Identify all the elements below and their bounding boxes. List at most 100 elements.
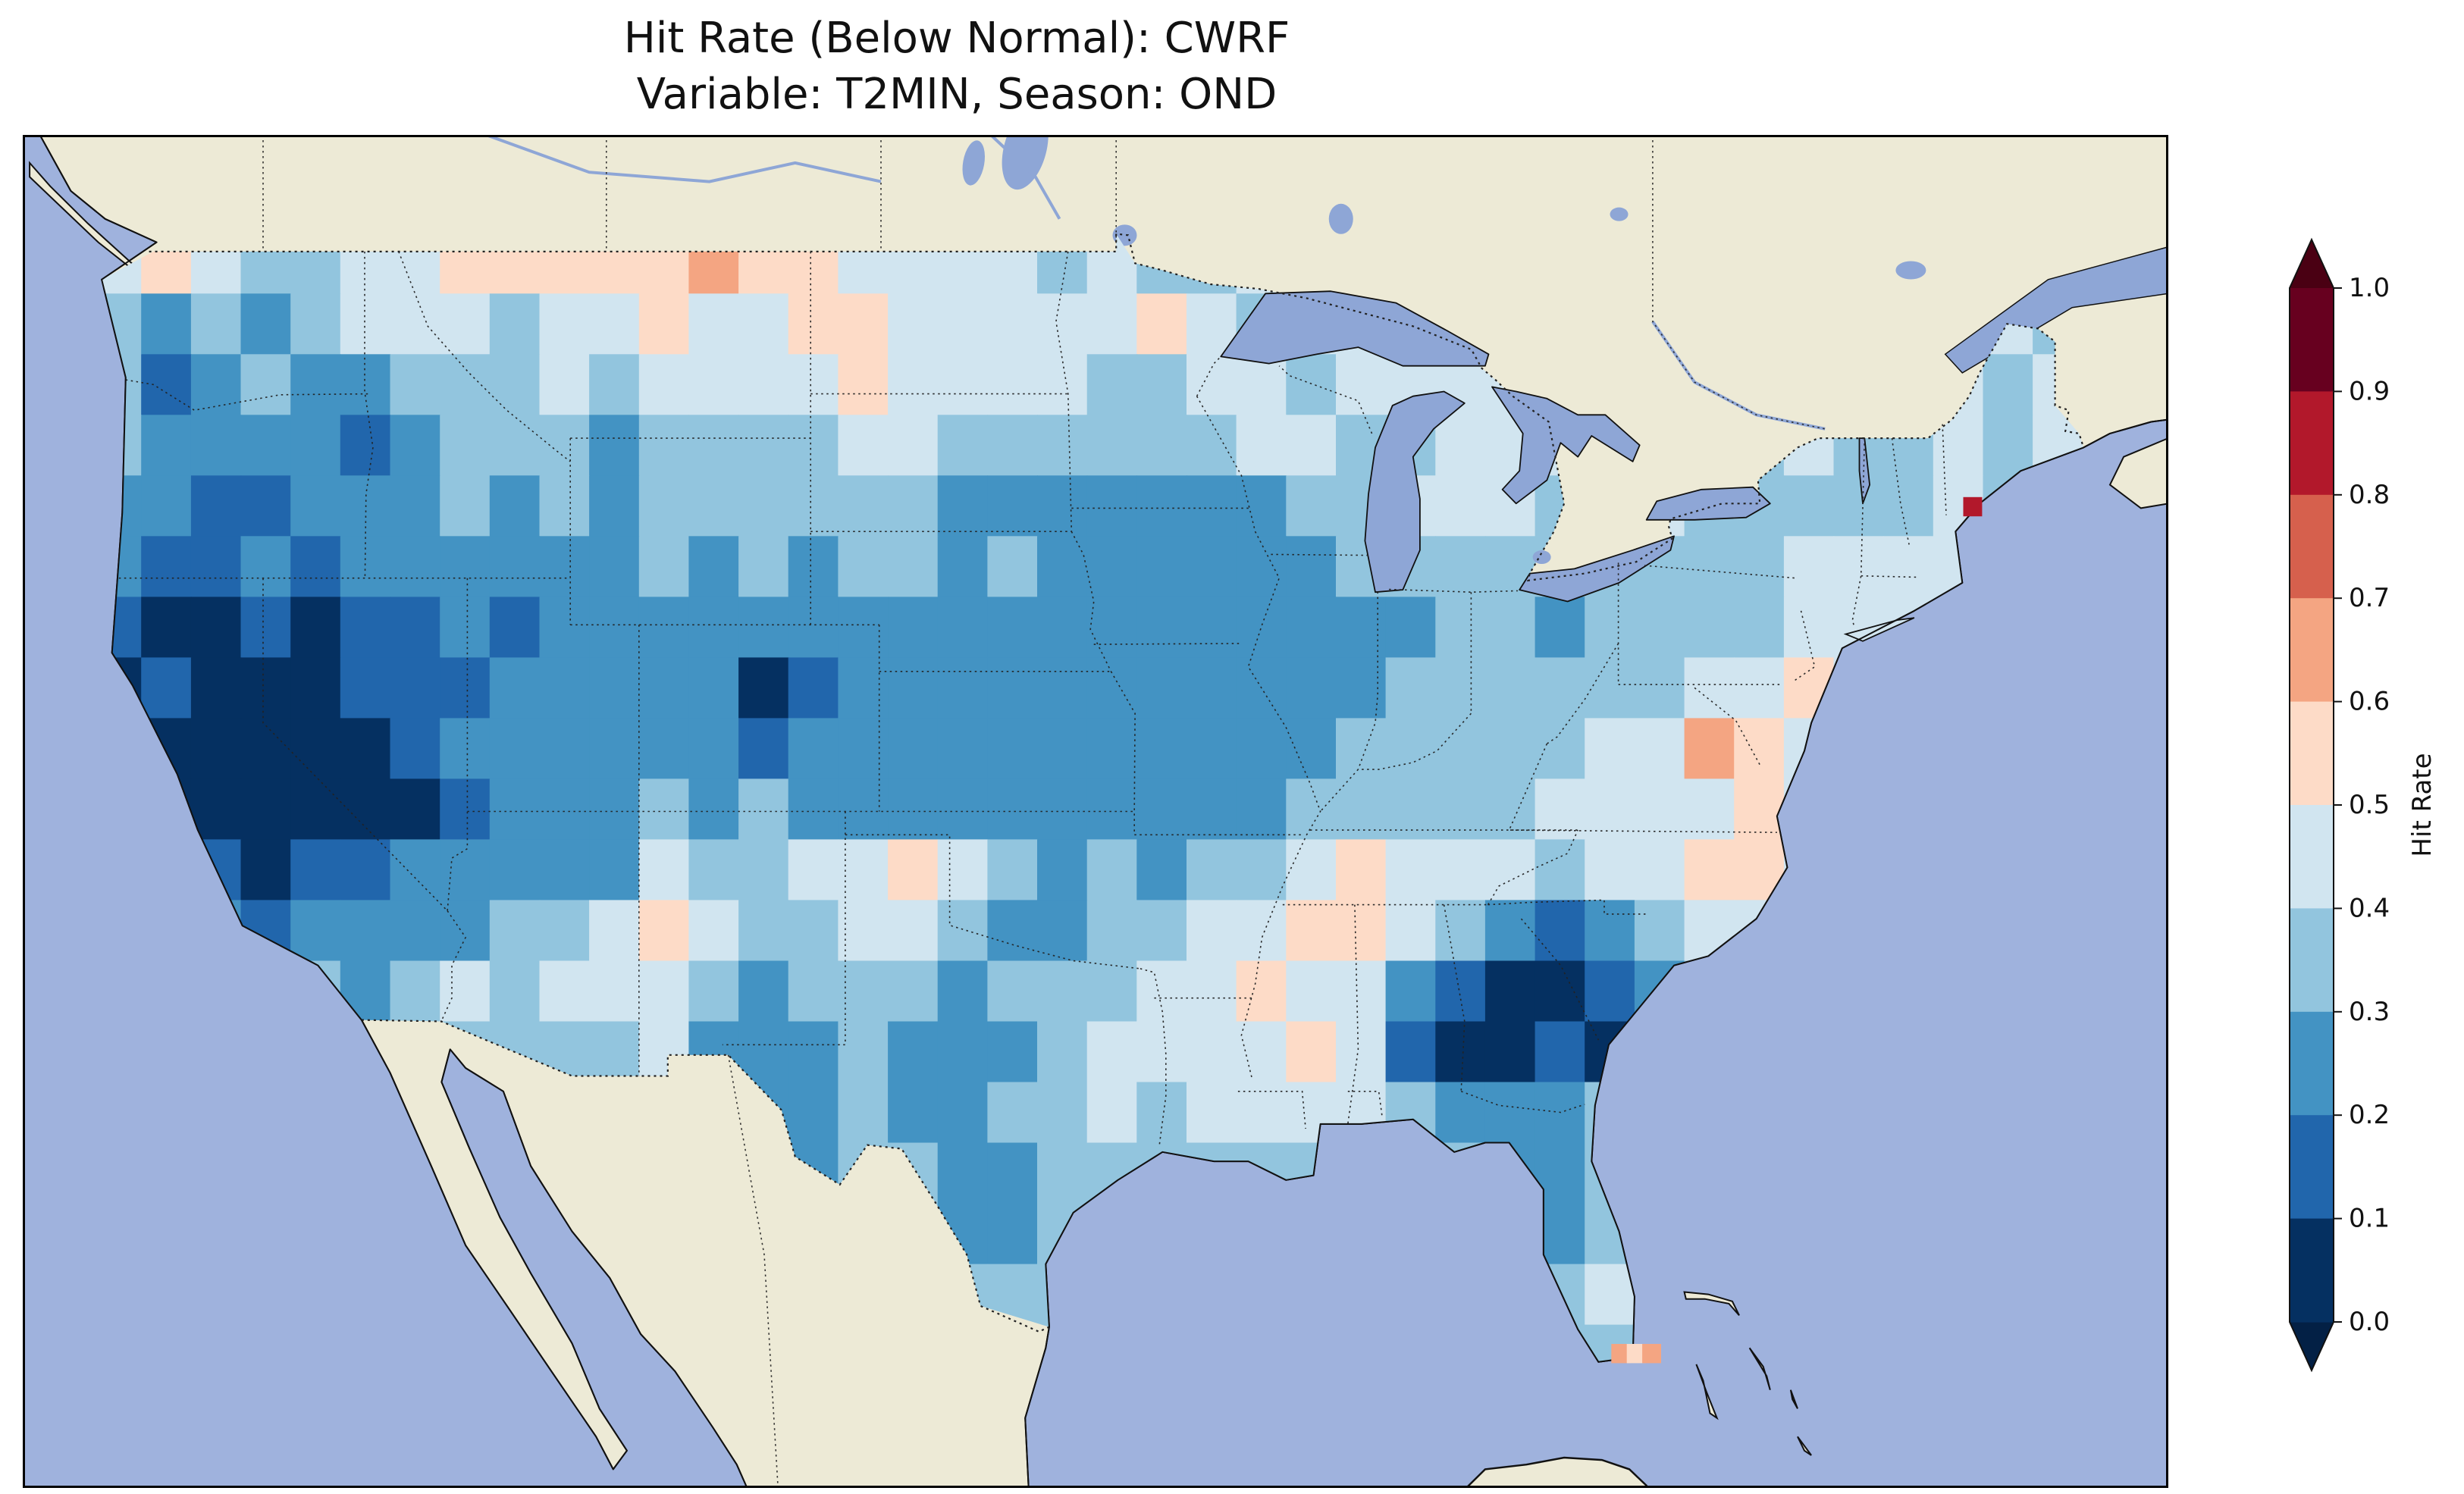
heatmap-cell <box>1037 536 1088 597</box>
heatmap-cell <box>240 475 291 537</box>
bahamas-island <box>1695 1364 1719 1420</box>
heatmap-cell <box>440 960 491 1023</box>
heatmap-cell <box>141 475 192 537</box>
heatmap-cell <box>888 657 939 719</box>
colorbar-segment <box>2290 908 2334 1013</box>
heatmap-cell <box>1187 778 1237 841</box>
heatmap-cell <box>440 900 491 962</box>
heatmap-cell <box>340 718 391 780</box>
heatmap-cell <box>838 475 889 537</box>
heatmap-cell <box>987 1203 1038 1265</box>
heatmap-cell <box>937 1082 989 1144</box>
heatmap-cell <box>1187 1021 1237 1083</box>
heatmap-cell <box>937 960 989 1023</box>
great-lake <box>1645 486 1771 521</box>
heatmap-cell <box>539 415 590 476</box>
heatmap-cell <box>738 657 789 719</box>
heatmap-cell <box>1187 536 1237 597</box>
heatmap-cell <box>1187 960 1237 1023</box>
heatmap-cell <box>1385 718 1436 780</box>
heatmap-cell <box>738 415 789 476</box>
heatmap-cell <box>1086 354 1138 415</box>
heatmap-cell <box>141 415 192 476</box>
heatmap-cell <box>1086 415 1138 476</box>
heatmap-cell <box>688 293 739 355</box>
bahamas-island <box>1748 1347 1771 1390</box>
heatmap-cell <box>190 597 242 659</box>
heatmap-cell <box>937 597 989 659</box>
heatmap-cell <box>290 293 341 355</box>
heatmap-cell <box>1385 839 1436 901</box>
heatmap-cell <box>738 536 789 597</box>
heatmap-cell <box>1783 475 1835 537</box>
coastline <box>39 134 2169 1489</box>
heatmap-cell <box>1435 900 1486 962</box>
heatmap-cell <box>788 536 839 597</box>
heatmap-cell <box>1136 778 1187 841</box>
heatmap-cell <box>1236 354 1287 415</box>
heatmap-cell <box>1585 778 1635 841</box>
heatmap-cell <box>1037 597 1088 659</box>
heatmap-cell <box>937 293 989 355</box>
heatmap-cell <box>838 415 889 476</box>
heatmap-cell <box>838 900 889 962</box>
heatmap-cell <box>1385 597 1436 659</box>
heatmap-cell <box>340 597 391 659</box>
heatmap-cell <box>1734 597 1785 659</box>
heatmap-cell <box>788 1082 839 1144</box>
heatmap-cell <box>788 597 839 659</box>
heatmap-cell <box>240 718 291 780</box>
heatmap-cell <box>589 597 640 659</box>
heatmap-cell <box>1037 718 1088 780</box>
heatmap-cell <box>589 718 640 780</box>
heatmap-cell <box>987 1082 1038 1144</box>
heatmap-cell <box>987 1142 1038 1204</box>
heatmap-cell <box>440 475 491 537</box>
heatmap-cell <box>390 718 440 780</box>
heatmap-cell <box>838 597 889 659</box>
heatmap-cell <box>1236 778 1287 841</box>
heatmap-cell <box>1734 778 1785 841</box>
heatmap-cell <box>340 536 391 597</box>
heatmap-cell <box>888 839 939 901</box>
colorbar-segment <box>2290 391 2334 496</box>
colorbar-over-arrow <box>2290 240 2334 288</box>
heatmap-cell <box>1484 1082 1536 1144</box>
heatmap-cell <box>1336 1021 1387 1083</box>
heatmap-cell <box>489 475 541 537</box>
heatmap-cell <box>788 657 839 719</box>
heatmap-cell <box>1286 1021 1337 1083</box>
heatmap-cell <box>987 718 1038 780</box>
heatmap-cell <box>1037 293 1088 355</box>
heatmap-cell <box>738 354 789 415</box>
heatmap-cell <box>1136 1082 1187 1144</box>
heatmap-cell <box>888 1021 939 1083</box>
heatmap-cell <box>838 839 889 901</box>
heatmap-cell <box>1136 718 1187 780</box>
heatmap-cell <box>1435 475 1486 537</box>
heatmap-cell <box>838 960 889 1023</box>
heatmap-cell <box>440 354 491 415</box>
heatmap-cell <box>1136 597 1187 659</box>
colorbar-tick-label: 0.0 <box>2349 1307 2390 1337</box>
heatmap-cell <box>1236 839 1287 901</box>
heatmap-cell <box>987 415 1038 476</box>
heatmap-cell <box>1336 900 1387 962</box>
heatmap-cell <box>489 960 541 1023</box>
heatmap-cell <box>788 475 839 537</box>
heatmap-cell <box>240 657 291 719</box>
heatmap-cell <box>190 415 242 476</box>
heatmap-cell <box>1086 839 1138 901</box>
colorbar-tick-label: 0.1 <box>2349 1204 2390 1234</box>
heatmap-cell <box>1833 475 1884 537</box>
heatmap-cell <box>390 960 440 1023</box>
heatmap-cell <box>390 475 440 537</box>
canada-lake <box>1328 203 1353 234</box>
heatmap-cell <box>1484 900 1536 962</box>
heatmap-cell <box>888 960 939 1023</box>
great-lake <box>1519 535 1675 603</box>
heatmap-cell <box>1086 1021 1138 1083</box>
heatmap-cell <box>1187 1082 1237 1144</box>
heatmap-cell <box>141 657 192 719</box>
lake-st-clair <box>1532 550 1551 565</box>
